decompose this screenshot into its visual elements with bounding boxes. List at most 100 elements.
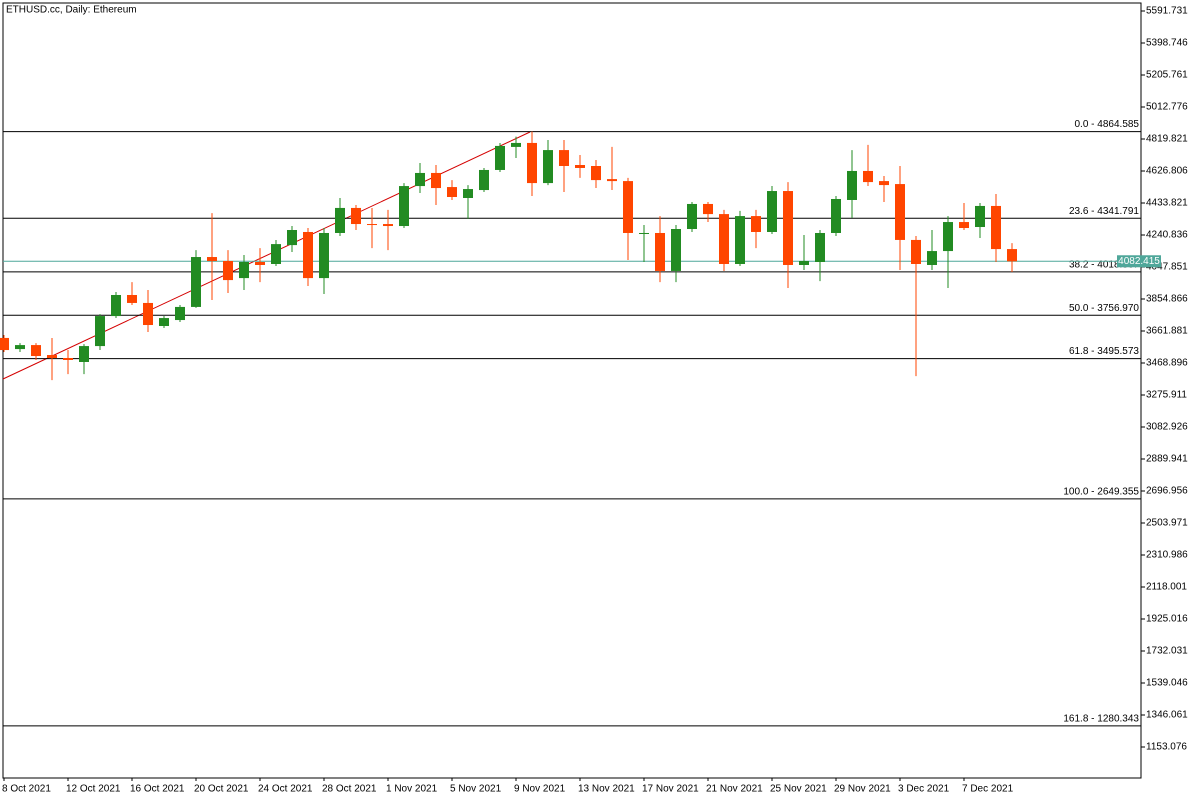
candle-body bbox=[767, 191, 777, 232]
candle-body bbox=[591, 165, 601, 181]
candle-body bbox=[79, 346, 89, 362]
x-tick-label: 7 Dec 2021 bbox=[962, 784, 1014, 795]
candle-body bbox=[863, 170, 873, 183]
x-tick-label: 20 Oct 2021 bbox=[194, 784, 249, 795]
x-tick-label: 16 Oct 2021 bbox=[130, 784, 185, 795]
y-tick-label: 4626.806 bbox=[1146, 166, 1188, 177]
candle-body bbox=[719, 214, 729, 264]
candle-body bbox=[335, 207, 345, 233]
fib-level-label: 61.8 - 3495.573 bbox=[1069, 346, 1139, 357]
candle-body bbox=[143, 302, 153, 326]
y-tick-label: 2696.956 bbox=[1146, 486, 1188, 497]
candle-body bbox=[383, 224, 393, 227]
candle-body bbox=[447, 187, 457, 198]
candle-body bbox=[575, 164, 585, 168]
candle-body bbox=[175, 306, 185, 321]
candle-body bbox=[735, 216, 745, 264]
candle-body bbox=[495, 145, 505, 170]
candle-body bbox=[607, 179, 617, 182]
candle-body bbox=[895, 184, 905, 240]
candle-body bbox=[415, 172, 425, 187]
y-tick-label: 5591.731 bbox=[1146, 6, 1188, 17]
y-tick-label: 1539.046 bbox=[1146, 678, 1188, 689]
candle-body bbox=[671, 229, 681, 271]
candle-body bbox=[47, 355, 57, 359]
y-tick-label: 4819.821 bbox=[1146, 134, 1188, 145]
y-tick-label: 5205.761 bbox=[1146, 70, 1188, 81]
candle-body bbox=[479, 169, 489, 191]
y-tick-label: 2310.986 bbox=[1146, 550, 1188, 561]
candle-body bbox=[1007, 249, 1017, 262]
candle-body bbox=[831, 198, 841, 233]
y-tick-label: 1732.031 bbox=[1146, 646, 1188, 657]
chart-title: ETHUSD.cc, Daily: Ethereum bbox=[6, 5, 137, 16]
x-tick-label: 1 Nov 2021 bbox=[386, 784, 438, 795]
x-tick-label: 29 Nov 2021 bbox=[834, 784, 891, 795]
y-tick-label: 1925.016 bbox=[1146, 614, 1188, 625]
candle-body bbox=[655, 232, 665, 271]
candle-body bbox=[559, 150, 569, 166]
candle-body bbox=[943, 222, 953, 252]
x-tick-label: 17 Nov 2021 bbox=[642, 784, 699, 795]
candle-body bbox=[511, 142, 521, 147]
candle-body bbox=[351, 207, 361, 225]
candle-body bbox=[303, 231, 313, 279]
x-tick-label: 8 Oct 2021 bbox=[2, 784, 51, 795]
candle-body bbox=[127, 294, 137, 303]
candle-body bbox=[751, 216, 761, 232]
y-tick-label: 5012.776 bbox=[1146, 102, 1188, 113]
candle-body bbox=[271, 244, 281, 264]
candle-body bbox=[207, 257, 217, 262]
fib-level-label: 100.0 - 2649.355 bbox=[1063, 487, 1139, 498]
x-tick-label: 5 Nov 2021 bbox=[450, 784, 502, 795]
candle-body bbox=[847, 170, 857, 200]
candle-body bbox=[255, 262, 265, 265]
y-tick-label: 1153.076 bbox=[1146, 742, 1187, 753]
candle-body bbox=[15, 345, 25, 350]
y-tick-label: 5398.746 bbox=[1146, 38, 1188, 49]
candle-body bbox=[399, 186, 409, 227]
candle-body bbox=[111, 294, 121, 317]
x-tick-label: 12 Oct 2021 bbox=[66, 784, 121, 795]
candle-body bbox=[527, 142, 537, 184]
candle-body bbox=[463, 189, 473, 198]
candle-body bbox=[687, 203, 697, 230]
fib-level-label: 0.0 - 4864.585 bbox=[1075, 119, 1140, 130]
candle-body bbox=[159, 318, 169, 327]
candle-body bbox=[623, 181, 633, 233]
x-tick-label: 9 Nov 2021 bbox=[514, 784, 566, 795]
x-tick-label: 13 Nov 2021 bbox=[578, 784, 635, 795]
candle-body bbox=[0, 337, 9, 351]
candle-body bbox=[191, 257, 201, 307]
candle-body bbox=[543, 150, 553, 184]
y-tick-label: 3468.896 bbox=[1146, 358, 1188, 369]
x-tick-label: 24 Oct 2021 bbox=[258, 784, 313, 795]
fib-level-label: 50.0 - 3756.970 bbox=[1069, 303, 1139, 314]
x-tick-label: 28 Oct 2021 bbox=[322, 784, 377, 795]
candle-body bbox=[991, 205, 1001, 250]
y-tick-label: 2889.941 bbox=[1146, 454, 1188, 465]
fib-level-label: 161.8 - 1280.343 bbox=[1063, 714, 1139, 725]
candle-body bbox=[879, 181, 889, 186]
trend-line bbox=[2, 131, 531, 380]
x-tick-label: 21 Nov 2021 bbox=[706, 784, 763, 795]
fib-level-label: 23.6 - 4341.791 bbox=[1069, 206, 1139, 217]
candle-body bbox=[223, 261, 233, 281]
candle-body bbox=[783, 191, 793, 265]
candle-body bbox=[431, 172, 441, 189]
y-tick-label: 4240.836 bbox=[1146, 230, 1188, 241]
y-tick-label: 4433.821 bbox=[1146, 198, 1188, 209]
x-tick-label: 25 Nov 2021 bbox=[770, 784, 827, 795]
fib-level-label: 38.2 - 4018.367 bbox=[1069, 260, 1139, 271]
candle-body bbox=[799, 261, 809, 265]
y-tick-label: 2118.001 bbox=[1146, 582, 1187, 593]
candle-body bbox=[63, 358, 73, 360]
y-tick-label: 3275.911 bbox=[1146, 390, 1187, 401]
candle-body bbox=[927, 251, 937, 265]
y-tick-label: 1346.061 bbox=[1146, 710, 1188, 721]
candle-body bbox=[703, 203, 713, 215]
candle-body bbox=[95, 316, 105, 347]
y-tick-label: 2503.971 bbox=[1146, 518, 1188, 529]
